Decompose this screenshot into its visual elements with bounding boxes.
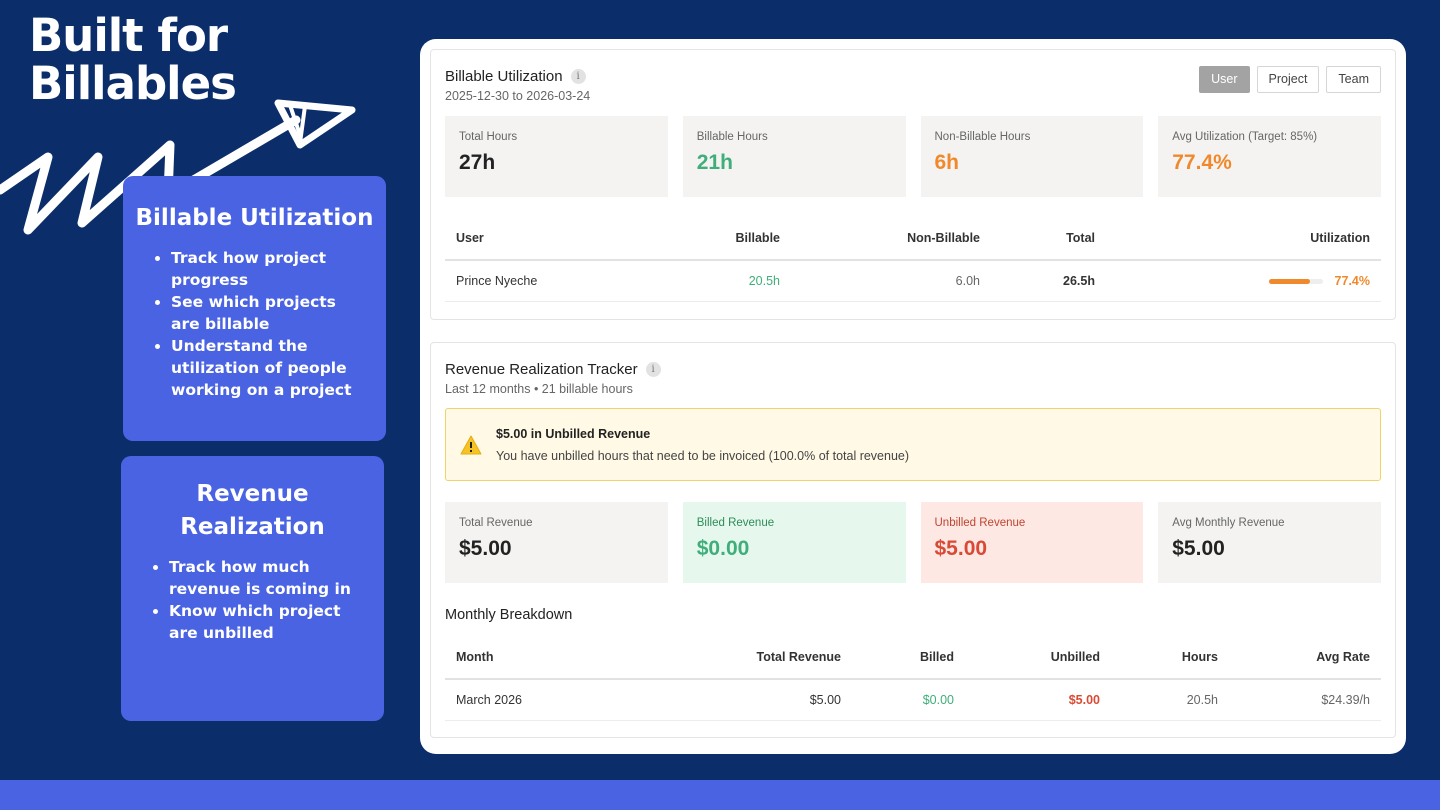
table-row[interactable]: March 2026 $5.00 $0.00 $5.00 20.5h $24.3… bbox=[445, 679, 1381, 721]
stat-value: 6h bbox=[934, 151, 960, 174]
cell-month: March 2026 bbox=[445, 679, 602, 721]
stat-avg-monthly-revenue: Avg Monthly Revenue $5.00 bbox=[1158, 502, 1381, 583]
stat-value: 77.4% bbox=[1172, 151, 1232, 174]
column-header-non-billable[interactable]: Non-Billable bbox=[791, 216, 991, 261]
cell-billable: 20.5h bbox=[621, 260, 791, 302]
bottom-band bbox=[0, 780, 1440, 810]
cell-non-billable: 6.0h bbox=[791, 260, 991, 302]
info-icon[interactable]: i bbox=[570, 68, 586, 84]
utilization-progress-fill bbox=[1268, 278, 1311, 284]
column-header-billable[interactable]: Billable bbox=[621, 216, 791, 261]
feature-bullet: Understand the utilization of people wor… bbox=[171, 335, 368, 401]
view-toggle: User Project Team bbox=[1199, 66, 1381, 93]
column-header-billed[interactable]: Billed bbox=[852, 635, 965, 680]
column-header-total[interactable]: Total bbox=[991, 216, 1106, 261]
stat-total-revenue: Total Revenue $5.00 bbox=[445, 502, 668, 583]
alert-title: $5.00 in Unbilled Revenue bbox=[496, 426, 651, 441]
panel-title-text: Billable Utilization bbox=[445, 67, 563, 85]
stat-value: $5.00 bbox=[934, 537, 988, 560]
utilization-table: User Billable Non-Billable Total Utiliza… bbox=[445, 216, 1381, 302]
revenue-realization-panel: Revenue Realization Tracker i Last 12 mo… bbox=[430, 342, 1396, 738]
cell-billed: $0.00 bbox=[852, 679, 965, 721]
stat-value: $5.00 bbox=[1172, 537, 1225, 560]
alert-body: You have unbilled hours that need to be … bbox=[496, 448, 910, 463]
feature-bullets: Track how much revenue is coming in Know… bbox=[121, 556, 384, 644]
stat-label: Avg Utilization (Target: 85%) bbox=[1172, 131, 1318, 143]
feature-title: Revenue Realization bbox=[180, 481, 325, 540]
stat-billable-hours: Billable Hours 21h bbox=[682, 116, 906, 197]
stat-value: 21h bbox=[696, 151, 733, 174]
monthly-breakdown-table: Month Total Revenue Billed Unbilled Hour… bbox=[445, 635, 1381, 721]
unbilled-alert: $5.00 in Unbilled Revenue You have unbil… bbox=[445, 408, 1381, 481]
date-range: 2025-12-30 to 2026-03-24 bbox=[445, 89, 591, 103]
stat-label: Non-Billable Hours bbox=[934, 131, 1031, 143]
column-header-avg-rate[interactable]: Avg Rate bbox=[1229, 635, 1381, 680]
table-header-row: User Billable Non-Billable Total Utiliza… bbox=[445, 216, 1381, 261]
stat-non-billable-hours: Non-Billable Hours 6h bbox=[920, 116, 1144, 197]
cell-user: Prince Nyeche bbox=[445, 260, 621, 302]
toggle-project-button[interactable]: Project bbox=[1256, 66, 1320, 93]
stat-avg-utilization: Avg Utilization (Target: 85%) 77.4% bbox=[1158, 116, 1381, 197]
stat-label: Avg Monthly Revenue bbox=[1172, 517, 1285, 529]
feature-bullet: See which projects are billable bbox=[171, 291, 368, 335]
revenue-subtitle: Last 12 months • 21 billable hours bbox=[445, 382, 633, 396]
app-screenshot: Billable Utilization i 2025-12-30 to 202… bbox=[420, 39, 1406, 754]
feature-title: Billable Utilization bbox=[135, 205, 374, 231]
stat-label: Total Hours bbox=[459, 131, 518, 143]
alert-content: $5.00 in Unbilled Revenue You have unbil… bbox=[496, 427, 909, 463]
cell-hours: 20.5h bbox=[1111, 679, 1229, 721]
column-header-utilization[interactable]: Utilization bbox=[1106, 216, 1381, 261]
cell-avg-rate: $24.39/h bbox=[1229, 679, 1381, 721]
headline-line-1: Built for bbox=[29, 9, 228, 62]
column-header-user[interactable]: User bbox=[445, 216, 621, 261]
table-row[interactable]: Prince Nyeche 20.5h 6.0h 26.5h 77.4% bbox=[445, 260, 1381, 302]
utilization-stats: Total Hours 27h Billable Hours 21h Non-B… bbox=[445, 116, 1381, 197]
feature-bullet: Track how project progress bbox=[171, 247, 368, 291]
monthly-breakdown-title: Monthly Breakdown bbox=[445, 607, 573, 623]
feature-bullet: Track how much revenue is coming in bbox=[169, 556, 366, 600]
stat-billed-revenue: Billed Revenue $0.00 bbox=[682, 502, 906, 583]
billable-utilization-panel: Billable Utilization i 2025-12-30 to 202… bbox=[430, 49, 1396, 320]
cell-total-revenue: $5.00 bbox=[602, 679, 852, 721]
headline: Built for Billables bbox=[29, 9, 237, 110]
stat-label: Total Revenue bbox=[459, 517, 533, 529]
info-icon[interactable]: i bbox=[645, 361, 661, 377]
stat-label: Billed Revenue bbox=[696, 517, 775, 529]
column-header-month[interactable]: Month bbox=[445, 635, 602, 680]
panel-title-text: Revenue Realization Tracker bbox=[445, 360, 638, 378]
utilization-progress-bar bbox=[1268, 278, 1323, 284]
stat-value: 27h bbox=[459, 151, 496, 174]
column-header-total-revenue[interactable]: Total Revenue bbox=[602, 635, 852, 680]
panel-title: Billable Utilization i bbox=[445, 66, 1381, 86]
stat-value: $0.00 bbox=[696, 537, 750, 560]
revenue-stats: Total Revenue $5.00 Billed Revenue $0.00… bbox=[445, 502, 1381, 583]
toggle-team-button[interactable]: Team bbox=[1326, 66, 1381, 93]
warning-icon bbox=[460, 435, 482, 454]
panel-title: Revenue Realization Tracker i bbox=[445, 359, 1381, 379]
table-header-row: Month Total Revenue Billed Unbilled Hour… bbox=[445, 635, 1381, 680]
feature-card-revenue-realization: Revenue Realization Track how much reven… bbox=[121, 456, 384, 721]
column-header-unbilled[interactable]: Unbilled bbox=[965, 635, 1111, 680]
stat-label: Unbilled Revenue bbox=[934, 517, 1026, 529]
column-header-hours[interactable]: Hours bbox=[1111, 635, 1229, 680]
feature-bullets: Track how project progress See which pro… bbox=[123, 247, 386, 401]
cell-utilization: 77.4% bbox=[1106, 260, 1381, 302]
toggle-user-button[interactable]: User bbox=[1199, 66, 1250, 93]
feature-bullet: Know which project are unbilled bbox=[169, 600, 366, 644]
utilization-percent: 77.4% bbox=[1334, 273, 1370, 288]
stat-total-hours: Total Hours 27h bbox=[445, 116, 668, 197]
cell-total: 26.5h bbox=[991, 260, 1106, 302]
feature-card-billable-utilization: Billable Utilization Track how project p… bbox=[123, 176, 386, 441]
stat-label: Billable Hours bbox=[696, 131, 768, 143]
stat-unbilled-revenue: Unbilled Revenue $5.00 bbox=[920, 502, 1144, 583]
headline-line-2: Billables bbox=[29, 57, 237, 110]
stat-value: $5.00 bbox=[459, 537, 512, 560]
cell-unbilled: $5.00 bbox=[965, 679, 1111, 721]
